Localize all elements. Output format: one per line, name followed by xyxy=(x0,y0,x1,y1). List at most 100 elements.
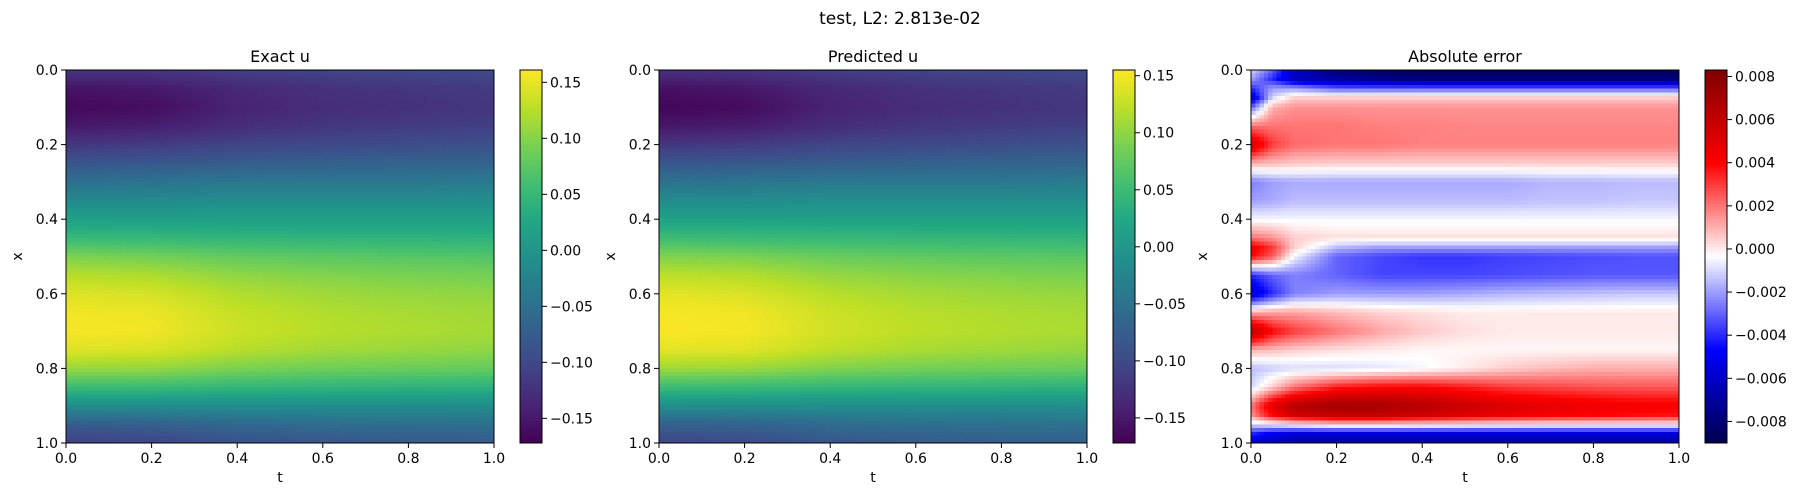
heatmap-cell xyxy=(83,159,88,164)
heatmap-cell xyxy=(331,196,337,202)
heatmap-cell xyxy=(190,114,195,120)
heatmap-cell xyxy=(485,230,491,235)
heatmap-cell xyxy=(451,99,457,105)
heatmap-cell xyxy=(369,249,375,254)
heatmap-cell xyxy=(262,152,268,157)
heatmap-cell xyxy=(173,118,178,123)
heatmap-cell xyxy=(335,111,341,116)
heatmap-cell xyxy=(87,92,93,97)
heatmap-cell xyxy=(267,170,273,176)
heatmap-cell xyxy=(78,200,84,205)
heatmap-cell xyxy=(421,219,427,224)
heatmap-cell xyxy=(416,219,422,224)
heatmap-cell xyxy=(87,181,93,187)
heatmap-cell xyxy=(301,237,307,243)
heatmap-cell xyxy=(395,245,401,250)
heatmap-cell xyxy=(344,144,350,149)
heatmap-cell xyxy=(416,152,422,157)
heatmap-cell xyxy=(66,249,71,254)
heatmap-cell xyxy=(442,107,448,112)
heatmap-cell xyxy=(134,174,140,179)
heatmap-cell xyxy=(160,155,166,161)
heatmap-cell xyxy=(250,99,255,105)
heatmap-cell xyxy=(408,125,414,131)
heatmap-cell xyxy=(408,155,414,161)
heatmap-cell xyxy=(288,152,294,157)
heatmap-cell xyxy=(138,77,144,82)
heatmap-cell xyxy=(348,137,354,142)
heatmap-cell xyxy=(185,237,191,243)
heatmap-cell xyxy=(147,185,153,190)
heatmap-cell xyxy=(455,155,461,161)
heatmap-cell xyxy=(143,144,148,149)
heatmap-cell xyxy=(267,189,273,194)
heatmap-cell xyxy=(87,211,93,217)
heatmap-cell xyxy=(147,92,153,97)
heatmap-cell xyxy=(160,73,166,79)
heatmap-cell xyxy=(74,133,80,138)
heatmap-cell xyxy=(327,152,332,157)
heatmap-cell xyxy=(130,204,136,209)
heatmap-cell xyxy=(459,181,465,187)
heatmap-cell xyxy=(262,208,268,213)
heatmap-cell xyxy=(455,219,461,224)
heatmap-cell xyxy=(151,181,157,187)
heatmap-cell xyxy=(348,77,354,82)
heatmap-cell xyxy=(271,208,277,213)
heatmap-cell xyxy=(215,245,221,250)
heatmap-cell xyxy=(271,96,277,101)
heatmap-cell xyxy=(446,92,452,97)
heatmap-cell xyxy=(160,96,166,101)
heatmap-cell xyxy=(275,181,281,187)
heatmap-cell xyxy=(164,107,170,112)
heatmap-cell xyxy=(378,234,384,239)
heatmap-cell xyxy=(455,107,461,112)
heatmap-cell xyxy=(143,249,148,254)
heatmap-cell xyxy=(344,70,350,75)
heatmap-cell xyxy=(207,144,213,149)
heatmap-cell xyxy=(442,125,448,131)
heatmap-cell xyxy=(434,204,439,209)
heatmap-cell xyxy=(177,84,183,90)
heatmap-cell xyxy=(442,193,448,198)
heatmap-cell xyxy=(292,230,298,235)
heatmap-cell xyxy=(70,140,76,146)
heatmap-cell xyxy=(215,252,221,258)
heatmap-cell xyxy=(344,189,350,194)
heatmap-cell xyxy=(83,137,88,142)
heatmap-cell xyxy=(395,140,401,146)
heatmap-cell xyxy=(451,70,457,75)
heatmap-cell xyxy=(391,81,397,86)
heatmap-cell xyxy=(331,230,337,235)
heatmap-cell xyxy=(173,73,178,79)
heatmap-cell xyxy=(416,163,422,168)
heatmap-cell xyxy=(489,125,495,131)
heatmap-cell xyxy=(87,96,93,101)
heatmap-cell xyxy=(138,111,144,116)
heatmap-cell xyxy=(228,133,234,138)
heatmap-cell xyxy=(399,114,405,120)
heatmap-cell xyxy=(292,122,298,127)
heatmap-cell xyxy=(361,181,367,187)
heatmap-cell xyxy=(481,122,487,127)
heatmap-cell xyxy=(224,215,230,220)
heatmap-cell xyxy=(429,170,435,176)
heatmap-cell xyxy=(297,155,302,161)
heatmap-cell xyxy=(271,144,277,149)
heatmap-cell xyxy=(185,196,191,202)
heatmap-cell xyxy=(78,73,84,79)
heatmap-cell xyxy=(211,84,217,90)
heatmap-cell xyxy=(485,122,491,127)
heatmap-cell xyxy=(472,155,478,161)
heatmap-cell xyxy=(442,185,448,190)
heatmap-cell xyxy=(485,237,491,243)
heatmap-cell xyxy=(446,159,452,164)
heatmap-cell xyxy=(250,252,255,258)
heatmap-cell xyxy=(416,237,422,243)
heatmap-cell xyxy=(339,249,345,254)
heatmap-cell xyxy=(464,174,469,179)
heatmap-cell xyxy=(66,237,71,243)
heatmap-cell xyxy=(451,219,457,224)
heatmap-cell xyxy=(138,189,144,194)
heatmap-cell xyxy=(164,215,170,220)
